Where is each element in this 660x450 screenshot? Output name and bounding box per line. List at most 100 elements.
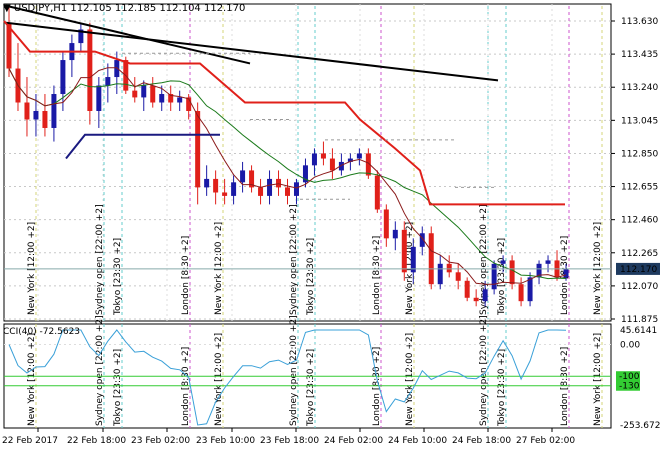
current-price-tag <box>616 262 660 275</box>
candle-body <box>186 97 192 111</box>
time-tick-label: 22 Feb 2017 <box>2 436 58 446</box>
candle-body <box>78 29 84 44</box>
session-label: Sydney open [22:00 +2] <box>479 204 489 315</box>
trendline-lower <box>5 21 499 82</box>
time-tick-label: 23 Feb 10:00 <box>196 436 255 446</box>
price-tick-label: 112.070 <box>621 282 658 292</box>
main-panel-frame <box>3 3 612 322</box>
session-label-cci: London [8:30 +2] <box>181 347 191 426</box>
candle-body <box>285 187 290 196</box>
candle-body <box>446 263 452 273</box>
candle-body <box>87 29 93 111</box>
price-tick-label: 113.630 <box>621 17 658 27</box>
candle-body <box>473 297 479 302</box>
price-tick-label: 112.655 <box>621 183 658 193</box>
candle-body <box>177 97 183 103</box>
price-tick-label: 112.460 <box>621 216 658 226</box>
session-label-cci: Tokyo [23:30 +2] <box>497 349 507 427</box>
price-tick-label: 112.850 <box>621 149 658 159</box>
price-tick-label: 113.240 <box>621 83 658 93</box>
price-tick-label: 113.045 <box>621 116 658 126</box>
candle-body <box>365 153 371 176</box>
session-label: London [8:30 +2] <box>372 236 382 315</box>
time-tick-label: 23 Feb 02:00 <box>131 436 190 446</box>
candle-body <box>374 175 380 210</box>
candle-body <box>150 85 156 103</box>
time-tick-label: 24 Feb 18:00 <box>452 436 511 446</box>
candle-body <box>320 153 326 159</box>
cci-axis-label: -253.6726 <box>620 421 660 431</box>
session-label-cci: Tokyo [23:30 +2] <box>113 349 123 427</box>
candle-body <box>311 153 317 166</box>
candle-body <box>276 178 282 188</box>
candle-body <box>302 165 308 183</box>
candle-body <box>347 158 353 162</box>
cci-axis-label: -130 <box>619 382 640 392</box>
candle-body <box>231 182 237 196</box>
cci-axis-label: 45.6141 <box>620 326 657 336</box>
candle-body <box>383 209 389 239</box>
candle-body <box>401 229 407 273</box>
triangle-down-icon[interactable]: ▼ <box>3 3 11 14</box>
session-label-cci: Sydney open [22:00 +2] <box>95 315 105 426</box>
candle-body <box>293 182 299 196</box>
session-label: Sydney open [22:00 +2] <box>95 204 105 315</box>
candle-body <box>500 260 506 264</box>
session-label-cci: New York [12:00 +2] <box>214 333 224 426</box>
candle-body <box>222 192 228 196</box>
session-label: London [8:30 +2] <box>181 236 191 315</box>
time-tick-label: 22 Feb 18:00 <box>67 436 126 446</box>
candle-body <box>410 246 416 273</box>
price-tick-label: 113.435 <box>621 50 658 60</box>
candle-body <box>195 110 201 188</box>
candle-body <box>204 178 210 188</box>
candle-body <box>60 60 66 95</box>
time-tick-label: 23 Feb 18:00 <box>260 436 319 446</box>
cci-axis-label: -100 <box>619 372 640 382</box>
stop-line <box>3 20 565 206</box>
candle-body <box>536 263 542 278</box>
candle-body <box>24 102 30 120</box>
session-label-cci: New York [12:00 +2] <box>27 333 37 426</box>
time-tick-label: 27 Feb 02:00 <box>516 436 575 446</box>
candle-body <box>33 110 39 120</box>
moving-average-slow <box>8 68 567 280</box>
candle-body <box>419 233 425 247</box>
candle-body <box>338 161 344 171</box>
session-label: Sydney open [22:00 +2] <box>289 204 299 315</box>
cci-title: CCI(40) -72.5623 <box>3 327 81 337</box>
candle-body <box>464 280 470 298</box>
session-label-cci: London [8:30 +2] <box>560 347 570 426</box>
ohlc-readout: 112.105 112.185 112.104 112.170 <box>70 3 246 14</box>
candle-body <box>258 187 264 196</box>
candle-body <box>213 178 219 193</box>
candle-body <box>168 94 174 103</box>
candle-body <box>6 22 12 69</box>
session-label: Tokyo [23:30 +2] <box>113 238 123 316</box>
candle-body <box>96 85 102 111</box>
session-label-cci: London [8:30 +2] <box>372 347 382 426</box>
candle-body <box>437 263 443 285</box>
candle-body <box>249 170 255 188</box>
session-label-cci: New York [12:00 +2] <box>405 333 415 426</box>
session-label: Tokyo [23:30 +2] <box>306 238 316 316</box>
session-label-cci: Sydney open [22:00 +2] <box>289 315 299 426</box>
time-tick-label: 24 Feb 10:00 <box>388 436 447 446</box>
candle-body <box>114 60 120 78</box>
candle-body <box>482 289 488 302</box>
candle-body <box>518 284 524 302</box>
symbol-label: USDJPY,H1 <box>13 3 68 14</box>
support-line <box>65 133 220 160</box>
cci-axis-label: 0.00 <box>620 340 640 350</box>
candle-body <box>428 233 434 285</box>
cci-level-tag <box>616 371 640 382</box>
session-label-cci: New York [12:00 +2] <box>593 333 603 426</box>
session-label: Tokyo [23:30 +2] <box>497 238 507 316</box>
candle-body <box>240 170 246 183</box>
current-price-label: 112.170 <box>620 265 657 275</box>
trendline-upper <box>5 4 251 65</box>
time-tick-label: 24 Feb 02:00 <box>324 436 383 446</box>
price-tick-label: 112.265 <box>621 249 658 259</box>
